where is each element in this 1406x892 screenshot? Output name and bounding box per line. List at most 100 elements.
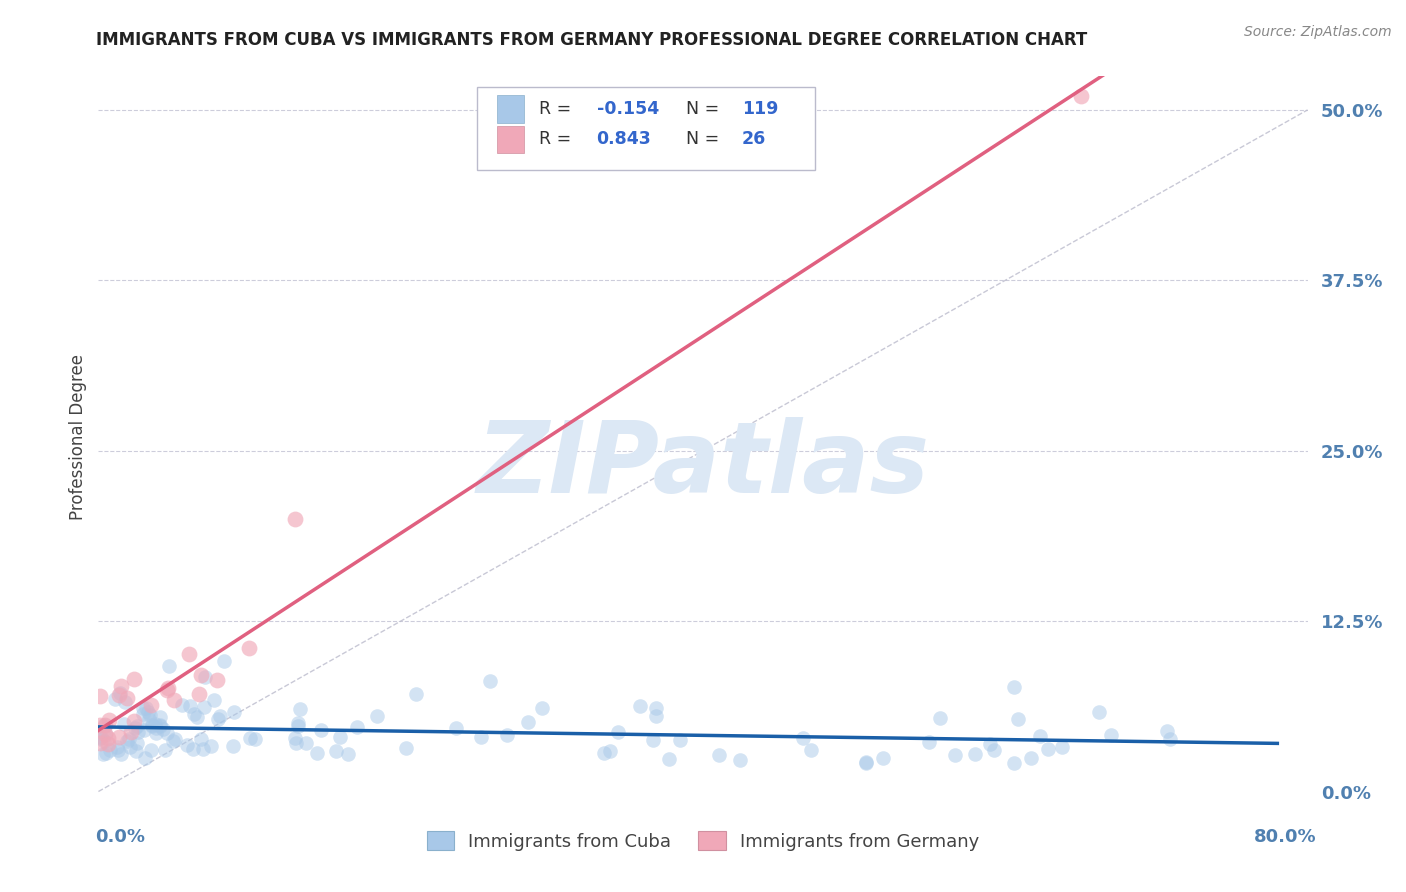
Point: [97, 731, 120, 746]
Point: [1019, 751, 1042, 765]
Point: [110, 679, 132, 693]
Point: [222, 705, 245, 719]
Point: [284, 512, 307, 526]
Text: N =: N =: [686, 130, 720, 148]
Point: [1156, 724, 1178, 739]
Point: [855, 756, 877, 771]
Point: [93, 718, 115, 732]
Point: [149, 717, 172, 731]
Point: [1070, 89, 1092, 103]
Point: [209, 708, 232, 723]
Point: [131, 706, 153, 721]
Y-axis label: Professional Degree: Professional Degree: [69, 354, 87, 520]
Point: [222, 739, 245, 753]
Point: [118, 739, 141, 754]
Text: 80.0%: 80.0%: [1253, 828, 1316, 846]
Point: [943, 747, 966, 762]
Point: [194, 670, 217, 684]
Point: [170, 698, 193, 713]
Point: [658, 752, 681, 766]
Point: [125, 736, 148, 750]
Point: [107, 743, 129, 757]
Point: [1036, 742, 1059, 756]
Point: [190, 668, 212, 682]
Point: [531, 701, 554, 715]
Point: [917, 735, 939, 749]
Point: [152, 723, 174, 737]
Text: Source: ZipAtlas.com: Source: ZipAtlas.com: [1244, 25, 1392, 39]
Point: [149, 719, 172, 733]
Point: [800, 742, 823, 756]
Point: [728, 753, 751, 767]
Point: [239, 731, 262, 745]
Text: 0.843: 0.843: [596, 130, 651, 148]
Point: [405, 687, 427, 701]
Point: [336, 747, 359, 761]
Point: [1002, 680, 1025, 694]
Point: [191, 742, 214, 756]
Point: [285, 736, 308, 750]
Point: [94, 727, 117, 741]
Point: [516, 715, 538, 730]
Point: [186, 710, 208, 724]
Point: [93, 718, 115, 732]
Point: [606, 725, 628, 739]
Point: [149, 710, 172, 724]
Point: [127, 725, 149, 739]
Point: [346, 720, 368, 734]
Point: [139, 743, 162, 757]
Point: [93, 734, 115, 748]
Point: [176, 738, 198, 752]
Point: [141, 698, 163, 713]
Point: [1007, 713, 1029, 727]
Point: [177, 647, 200, 661]
Point: [104, 691, 127, 706]
Point: [91, 747, 114, 762]
Point: [138, 712, 160, 726]
Point: [325, 744, 347, 758]
Point: [96, 746, 118, 760]
Point: [117, 690, 139, 705]
Point: [669, 733, 692, 747]
Point: [163, 731, 186, 746]
Point: [643, 732, 665, 747]
Point: [96, 737, 118, 751]
Point: [287, 716, 309, 731]
Point: [644, 701, 666, 715]
Point: [108, 685, 131, 699]
Text: 119: 119: [742, 100, 778, 118]
Point: [284, 731, 307, 745]
Point: [1029, 729, 1052, 743]
FancyBboxPatch shape: [498, 95, 524, 123]
Point: [138, 707, 160, 722]
Point: [141, 718, 163, 732]
Point: [395, 741, 418, 756]
Point: [305, 747, 328, 761]
Point: [238, 640, 260, 655]
Point: [245, 731, 267, 746]
Point: [929, 711, 952, 725]
Point: [872, 751, 894, 765]
Point: [470, 731, 492, 745]
Point: [112, 716, 135, 731]
Point: [114, 695, 136, 709]
Point: [188, 687, 211, 701]
Point: [156, 683, 179, 698]
Point: [115, 734, 138, 748]
Point: [593, 746, 616, 760]
Point: [145, 725, 167, 739]
Point: [138, 705, 160, 719]
Point: [366, 709, 388, 723]
Point: [200, 739, 222, 753]
Point: [153, 743, 176, 757]
Text: -0.154: -0.154: [596, 100, 659, 118]
Point: [1099, 728, 1122, 742]
Point: [287, 719, 309, 733]
Point: [709, 747, 731, 762]
Point: [181, 742, 204, 756]
Point: [599, 744, 621, 758]
Point: [132, 723, 155, 737]
Point: [127, 719, 149, 733]
Point: [141, 718, 163, 732]
Point: [156, 681, 179, 696]
